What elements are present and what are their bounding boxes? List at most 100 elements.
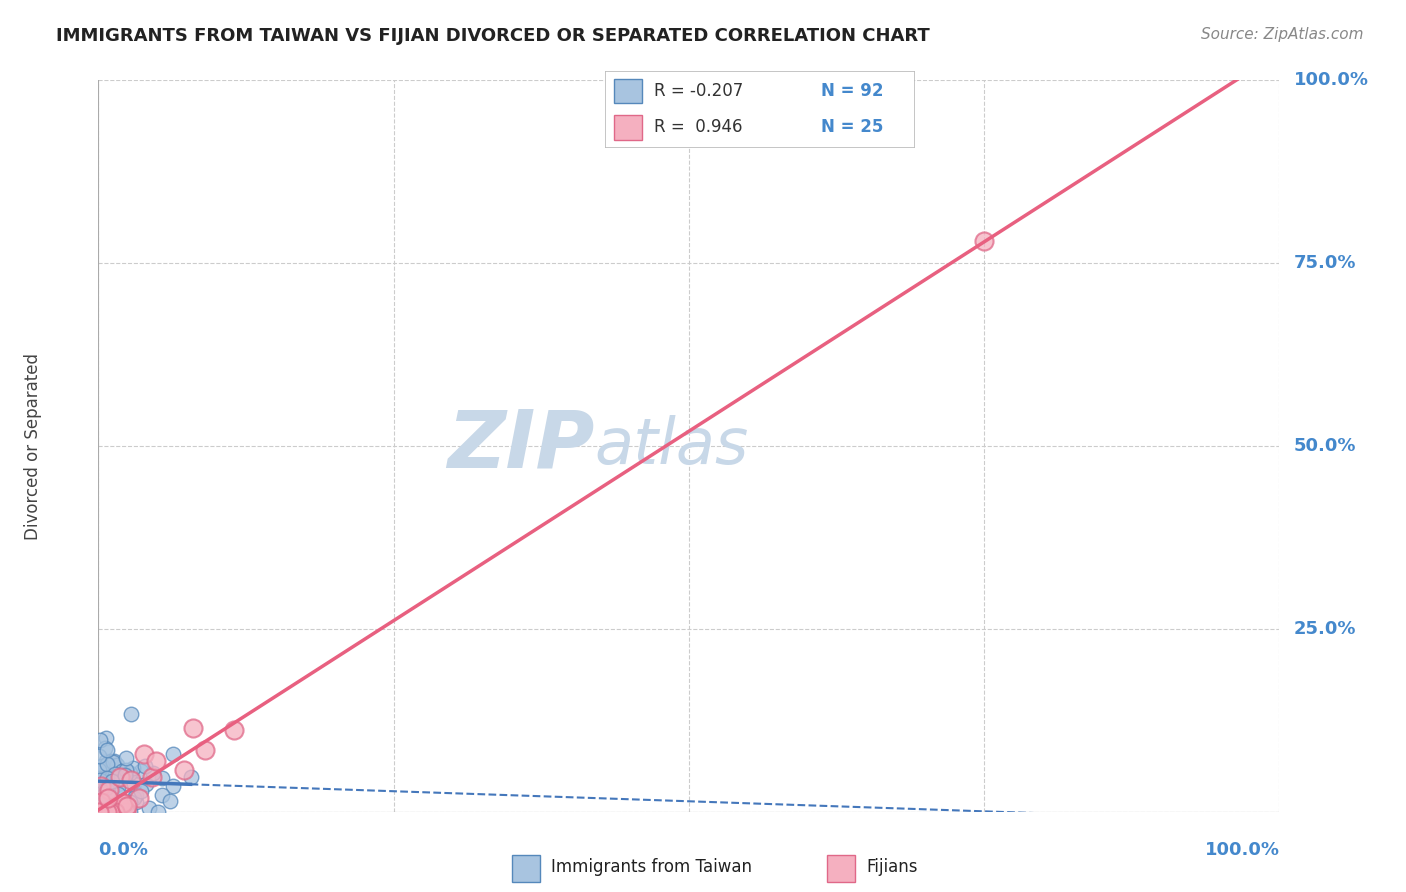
Point bbox=[114, 768, 136, 782]
Point bbox=[90, 791, 112, 805]
Point bbox=[97, 805, 120, 819]
Point bbox=[97, 790, 120, 805]
Text: Fijians: Fijians bbox=[866, 858, 918, 877]
Point bbox=[138, 801, 160, 815]
Point bbox=[125, 795, 148, 809]
Text: 25.0%: 25.0% bbox=[1294, 620, 1357, 638]
Point bbox=[94, 740, 117, 755]
Point bbox=[135, 777, 157, 791]
Point bbox=[125, 788, 148, 802]
Point bbox=[159, 794, 181, 808]
Point bbox=[100, 805, 122, 819]
Point bbox=[973, 234, 995, 248]
Point bbox=[108, 797, 131, 812]
Point bbox=[96, 771, 118, 785]
Point bbox=[94, 779, 117, 793]
Point bbox=[97, 796, 120, 810]
Point bbox=[97, 764, 120, 779]
Text: IMMIGRANTS FROM TAIWAN VS FIJIAN DIVORCED OR SEPARATED CORRELATION CHART: IMMIGRANTS FROM TAIWAN VS FIJIAN DIVORCE… bbox=[56, 27, 929, 45]
Point bbox=[101, 774, 124, 789]
Point bbox=[129, 764, 152, 779]
Point bbox=[115, 768, 138, 782]
Point bbox=[90, 805, 112, 819]
Text: 50.0%: 50.0% bbox=[1294, 437, 1357, 455]
Point bbox=[94, 754, 117, 768]
Point bbox=[142, 766, 165, 780]
Text: 100.0%: 100.0% bbox=[1294, 71, 1368, 89]
Point bbox=[89, 733, 111, 747]
Point bbox=[112, 796, 135, 810]
Point bbox=[104, 774, 127, 789]
Point bbox=[103, 754, 125, 768]
Point bbox=[108, 798, 131, 813]
Point bbox=[118, 795, 141, 809]
Text: 0.0%: 0.0% bbox=[98, 841, 149, 859]
Bar bbox=[512, 855, 540, 881]
Point bbox=[132, 747, 155, 762]
Text: Source: ZipAtlas.com: Source: ZipAtlas.com bbox=[1201, 27, 1364, 42]
Point bbox=[124, 791, 146, 805]
Text: 100.0%: 100.0% bbox=[1205, 841, 1279, 859]
Point bbox=[111, 764, 134, 778]
Point bbox=[110, 764, 132, 778]
Point bbox=[91, 758, 114, 772]
Point bbox=[97, 785, 120, 799]
Text: 75.0%: 75.0% bbox=[1294, 254, 1357, 272]
Point bbox=[107, 757, 129, 772]
Point bbox=[89, 763, 111, 777]
Point bbox=[89, 787, 111, 801]
Point bbox=[89, 798, 111, 813]
Point bbox=[91, 793, 114, 807]
Point bbox=[115, 763, 138, 777]
Point bbox=[96, 787, 118, 801]
Point bbox=[100, 764, 122, 779]
Point bbox=[115, 798, 138, 813]
Point bbox=[134, 759, 156, 773]
Text: N = 25: N = 25 bbox=[821, 119, 883, 136]
Point bbox=[128, 791, 150, 805]
Text: R = -0.207: R = -0.207 bbox=[654, 82, 744, 100]
Point bbox=[108, 802, 131, 816]
Point bbox=[104, 767, 127, 781]
Point bbox=[90, 789, 112, 804]
Point bbox=[162, 747, 184, 761]
Point bbox=[91, 774, 114, 789]
Point bbox=[87, 748, 110, 763]
Point bbox=[94, 786, 117, 800]
Point bbox=[103, 764, 125, 779]
Point bbox=[114, 805, 136, 819]
Point bbox=[122, 761, 145, 775]
Point bbox=[96, 743, 118, 757]
Point bbox=[87, 769, 110, 783]
Bar bbox=[614, 79, 641, 103]
Point bbox=[108, 770, 131, 784]
Point bbox=[90, 805, 112, 819]
Text: Immigrants from Taiwan: Immigrants from Taiwan bbox=[551, 858, 752, 877]
Point bbox=[114, 768, 136, 782]
Point bbox=[90, 780, 112, 795]
Point bbox=[91, 781, 114, 796]
Point bbox=[100, 754, 122, 768]
Text: ZIP: ZIP bbox=[447, 407, 595, 485]
Point bbox=[90, 796, 112, 810]
Point bbox=[104, 805, 127, 819]
Point bbox=[118, 805, 141, 819]
Point bbox=[89, 760, 111, 774]
Point bbox=[91, 772, 114, 786]
Point bbox=[91, 800, 114, 814]
Point bbox=[141, 770, 163, 784]
Point bbox=[90, 790, 112, 805]
Point bbox=[89, 780, 111, 794]
Point bbox=[107, 781, 129, 796]
Point bbox=[93, 770, 115, 784]
Point bbox=[94, 766, 117, 780]
Text: Divorced or Separated: Divorced or Separated bbox=[24, 352, 42, 540]
Text: atlas: atlas bbox=[595, 415, 749, 477]
Point bbox=[114, 799, 136, 814]
Point bbox=[152, 771, 174, 785]
Point bbox=[180, 770, 202, 784]
Point bbox=[94, 731, 117, 745]
Point bbox=[115, 750, 138, 764]
Point bbox=[146, 805, 169, 819]
Point bbox=[107, 801, 129, 815]
